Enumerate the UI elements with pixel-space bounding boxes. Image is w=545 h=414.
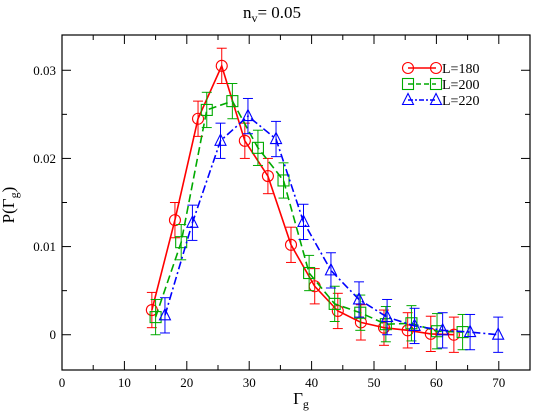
y-tick-label: 0: [50, 327, 57, 342]
y-tick-label: 0.01: [33, 239, 56, 254]
data-point: [328, 297, 341, 310]
legend-label: L=220: [442, 94, 479, 109]
y-tick-label: 0.02: [33, 151, 56, 166]
data-point: [377, 321, 391, 334]
legend-item: L=180: [401, 61, 479, 77]
data-point: [401, 92, 415, 106]
data-point: [380, 309, 394, 323]
data-point: [429, 77, 443, 91]
x-tick-label: 20: [180, 375, 193, 390]
data-point: [324, 262, 338, 276]
series-line: [164, 115, 499, 336]
data-point: [354, 306, 367, 319]
data-point: [352, 291, 366, 305]
y-axis-label-sub: g: [7, 192, 21, 198]
data-point: [408, 318, 421, 331]
legend-label: L=180: [442, 62, 479, 77]
data-point: [269, 131, 283, 145]
x-axis-label-main: Γ: [293, 389, 303, 408]
data-point: [436, 322, 450, 336]
x-tick-label: 10: [118, 375, 131, 390]
data-point: [251, 141, 264, 154]
y-axis-label-end: ): [0, 187, 18, 193]
x-axis-label-sub: g: [303, 397, 309, 411]
data-point: [168, 214, 181, 227]
x-tick-label: 70: [492, 375, 505, 390]
data-point: [186, 215, 199, 228]
y-tick-label: 0.03: [33, 63, 56, 78]
series-L=180: [145, 47, 460, 353]
chart-title-sub: v: [251, 11, 257, 25]
data-point: [379, 318, 392, 331]
x-tick-label: 40: [305, 375, 318, 390]
data-point: [401, 61, 415, 75]
legend-label: L=200: [442, 78, 479, 93]
series-line: [151, 63, 454, 336]
data-point: [303, 266, 316, 280]
data-point: [241, 108, 255, 122]
x-axis-label: Γg: [293, 389, 309, 411]
data-point: [215, 59, 228, 72]
data-point: [238, 134, 251, 147]
x-tick-label: 0: [59, 375, 66, 390]
chart-title-main: n: [243, 3, 252, 22]
legend-item: L=220: [401, 92, 479, 109]
series-line: [154, 100, 463, 333]
data-point: [200, 103, 213, 116]
y-axis: 0 0.01 0.02 0.03: [33, 63, 530, 342]
series-L=200: [149, 82, 469, 351]
y-axis-label: P(Γg): [0, 187, 21, 224]
data-point: [491, 327, 505, 340]
data-point: [158, 307, 172, 321]
data-point: [191, 112, 205, 125]
chart-title: nv= 0.05: [243, 3, 301, 25]
x-tick-label: 30: [243, 375, 256, 390]
data-point: [261, 170, 274, 183]
data-point: [284, 238, 298, 251]
chart-title-rest: = 0.05: [257, 3, 301, 22]
data-point: [297, 214, 310, 227]
data-point: [226, 95, 239, 108]
series-layer: [145, 47, 505, 353]
data-point: [401, 77, 415, 91]
data-point: [463, 324, 477, 338]
data-point: [429, 92, 443, 106]
data-point: [214, 133, 227, 146]
legend-item: L=200: [401, 77, 479, 93]
x-tick-label: 60: [430, 375, 443, 390]
data-point: [429, 61, 443, 75]
x-tick-label: 50: [368, 375, 381, 390]
y-axis-label-main: P(Γ: [0, 198, 18, 223]
series-L=220: [158, 97, 505, 353]
x-axis: 0 10 20 30 40 50 60 70: [59, 35, 505, 390]
